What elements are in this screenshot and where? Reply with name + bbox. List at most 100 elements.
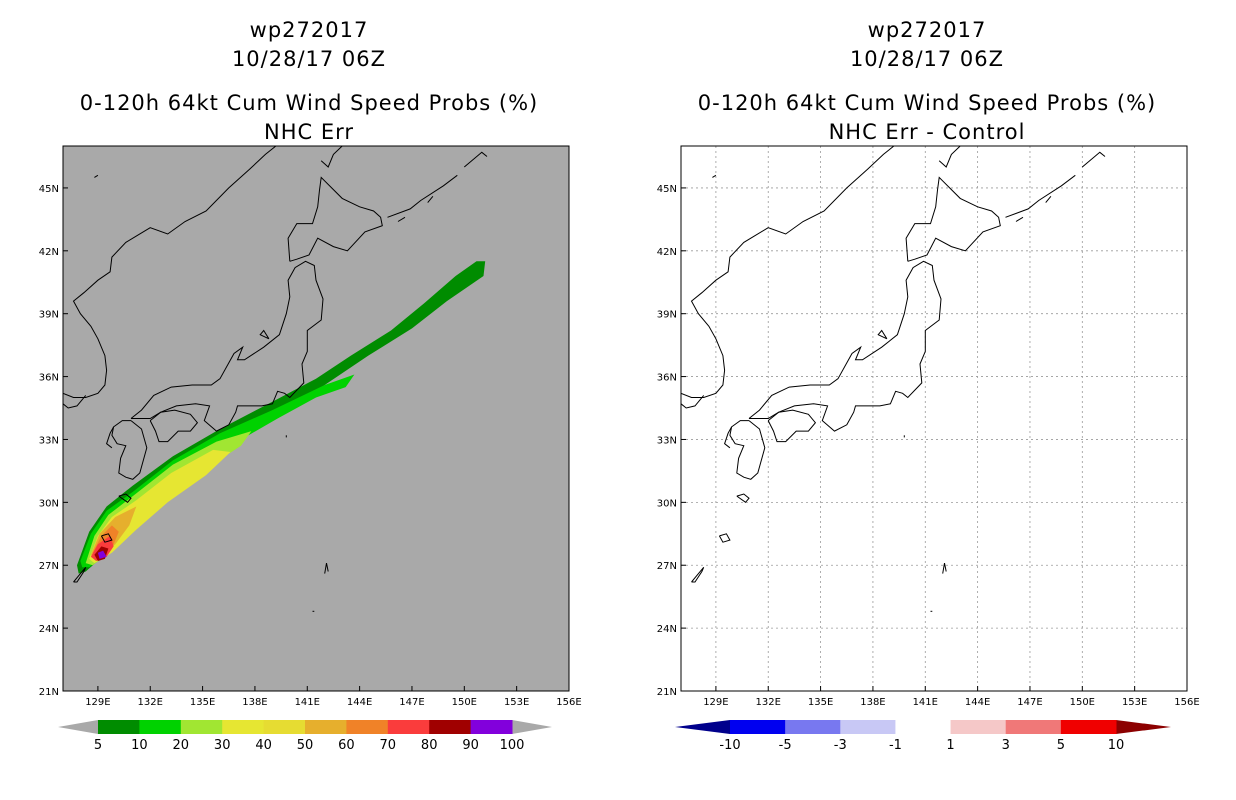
colorbar: -10 -5 -3 -1 1 3 5 10 — [675, 720, 1171, 753]
coastline — [681, 324, 682, 325]
colorbar-swatch — [1060, 720, 1117, 734]
y-tick-label: 21N — [657, 687, 677, 698]
colorbar-swatch — [950, 720, 1007, 734]
x-tick-label: 153E — [1122, 697, 1147, 708]
coastline — [1015, 216, 1024, 222]
colorbar-swatch — [305, 720, 347, 734]
coastline — [427, 195, 434, 203]
coastline — [463, 151, 488, 168]
colorbar: 5 10 20 30 40 50 60 70 80 90 100 — [58, 720, 552, 753]
coastline — [691, 566, 705, 583]
colorbar-label: 5 — [94, 738, 102, 753]
y-tick-label: 27N — [39, 561, 59, 572]
colorbar-label: -1 — [889, 738, 902, 753]
y-tick-label: 36N — [657, 373, 677, 384]
colorbar-label: 80 — [421, 738, 438, 753]
coastline — [681, 146, 895, 398]
x-tick-label: 129E — [703, 697, 728, 708]
x-tick-label: 150E — [1070, 697, 1095, 708]
colorbar-end-low — [675, 720, 730, 734]
colorbar-swatch — [730, 720, 786, 734]
y-tick-label: 39N — [39, 310, 59, 321]
datetime: 10/28/17 06Z — [231, 47, 387, 71]
colorbar-label: 20 — [173, 738, 190, 753]
coastline — [681, 395, 705, 409]
coastline — [724, 426, 733, 449]
colorbar-label: 90 — [462, 738, 479, 753]
colorbar-label: 3 — [1002, 738, 1010, 753]
coastline — [397, 216, 406, 222]
coastline — [259, 329, 270, 340]
x-tick-label: 144E — [965, 697, 990, 708]
coastline — [63, 146, 277, 398]
coastline — [320, 146, 343, 168]
coastline — [736, 493, 750, 503]
colorbar-swatch — [470, 720, 513, 734]
x-tick-label: 135E — [808, 697, 833, 708]
colorbar-end-high — [512, 720, 552, 734]
y-tick-label: 27N — [657, 561, 677, 572]
colorbar-swatch — [1005, 720, 1062, 734]
coastline — [149, 409, 199, 443]
y-tick-label: 45N — [39, 184, 59, 195]
colorbar-label: 1 — [946, 738, 954, 753]
y-tick-label: 21N — [39, 687, 59, 698]
coastline — [130, 260, 324, 432]
colorbar-label: -5 — [779, 738, 792, 753]
x-tick-label: 150E — [452, 697, 477, 708]
x-tick-label: 132E — [138, 697, 163, 708]
chart-title: 0-120h 64kt Cum Wind Speed Probs (%) — [79, 91, 539, 115]
x-tick-label: 138E — [242, 697, 267, 708]
colorbar-label: 10 — [1108, 738, 1125, 753]
coastline — [106, 426, 115, 449]
colorbar-label: -10 — [719, 738, 740, 753]
difference-map: 129E 132E 135E 138E 141E 144E 147E 150E 153E 156E… — [657, 145, 1200, 753]
colorbar-end-low — [58, 720, 98, 734]
plot-frame — [680, 145, 1188, 692]
coastline — [63, 324, 64, 325]
coastline — [94, 174, 99, 178]
x-tick-label: 147E — [1017, 697, 1042, 708]
colorbar-swatch — [180, 720, 223, 734]
coastline — [942, 563, 947, 574]
colorbar-label: 10 — [131, 738, 148, 753]
prob-region-90 — [97, 550, 107, 559]
coastline — [877, 329, 888, 340]
y-tick-label: 24N — [39, 624, 59, 635]
storm-id: wp272017 — [249, 18, 369, 42]
colorbar-end-high — [1116, 720, 1171, 734]
x-tick-label: 153E — [504, 697, 529, 708]
left-panel: wp272017 10/28/17 06Z 0-120h 64kt Cum Wi… — [39, 18, 582, 753]
colorbar-swatch — [895, 720, 952, 734]
right-panel: wp272017 10/28/17 06Z 0-120h 64kt Cum Wi… — [618, 0, 1236, 800]
y-tick-label: 30N — [39, 498, 59, 509]
coastline — [905, 176, 1001, 262]
coastline — [718, 533, 731, 543]
colorbar-label: 5 — [1057, 738, 1065, 753]
prob-region-5 — [77, 261, 486, 574]
x-tick-label: 132E — [756, 697, 781, 708]
x-tick-label: 156E — [556, 697, 581, 708]
x-tick-label: 141E — [295, 697, 320, 708]
colorbar-swatch — [785, 720, 841, 734]
coastline — [118, 493, 132, 503]
map-layer — [681, 146, 1187, 691]
coastline — [387, 174, 458, 218]
coastline — [324, 563, 329, 574]
colorbar-swatch — [346, 720, 389, 734]
colorbar-label: -3 — [834, 738, 847, 753]
x-tick-label: 156E — [1174, 697, 1199, 708]
colorbar-label: 100 — [500, 738, 525, 753]
coastline — [748, 260, 942, 432]
chart-subtitle: NHC Err - Control — [828, 120, 1026, 144]
coastline — [73, 566, 87, 583]
colorbar-swatch — [139, 720, 182, 734]
x-tick-label: 147E — [399, 697, 424, 708]
coastline — [938, 146, 961, 168]
colorbar-label: 70 — [380, 738, 397, 753]
colorbar-swatch — [387, 720, 430, 734]
y-tick-label: 45N — [657, 184, 677, 195]
x-tick-label: 138E — [860, 697, 885, 708]
y-tick-label: 33N — [39, 435, 59, 446]
y-tick-label: 36N — [39, 373, 59, 384]
